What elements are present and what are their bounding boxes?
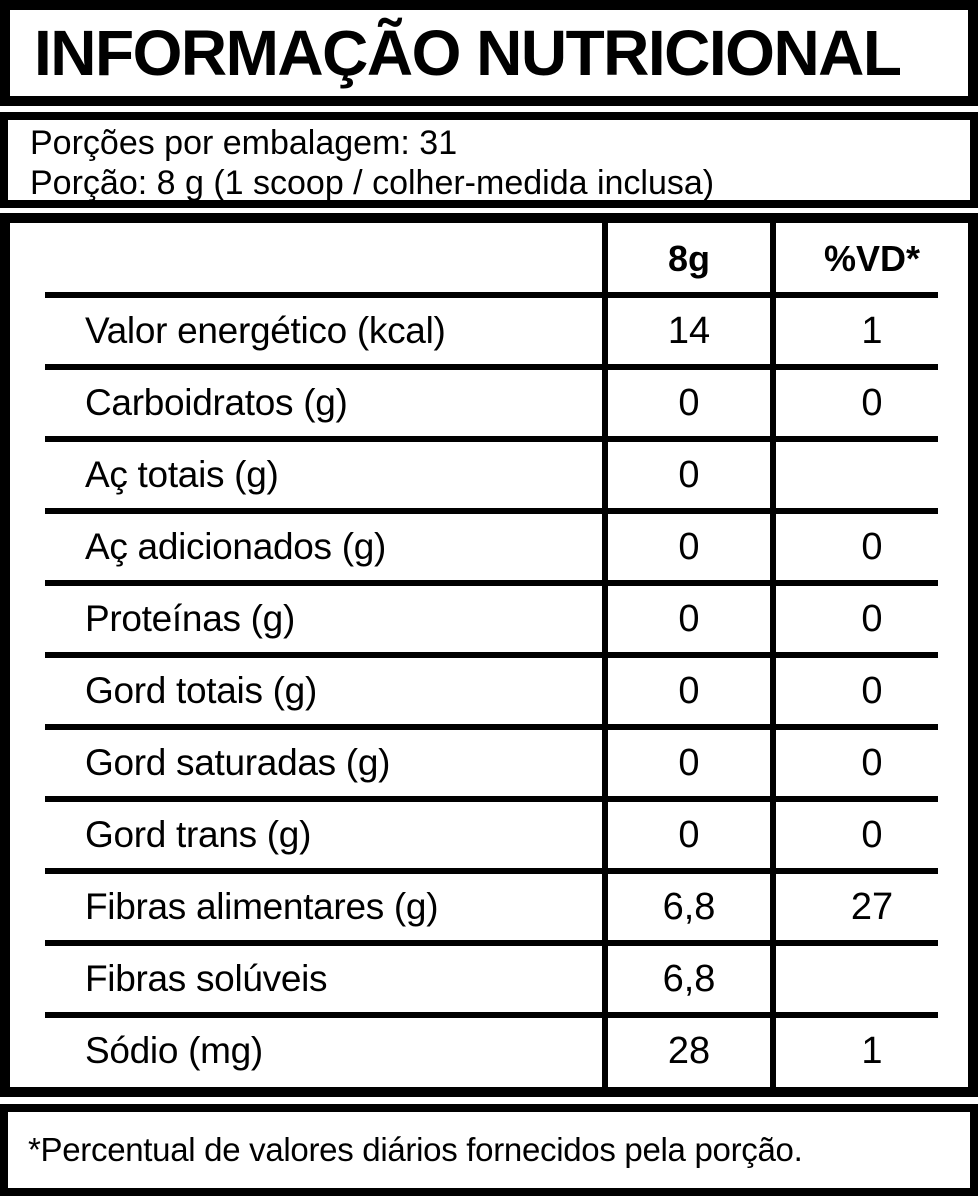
title-box: INFORMAÇÃO NUTRICIONAL xyxy=(0,0,978,106)
dv-value: 0 xyxy=(770,367,968,439)
header-amount-column: 8g xyxy=(602,223,770,295)
amount-value: 0 xyxy=(602,439,770,511)
amount-value: 0 xyxy=(602,367,770,439)
amount-value: 28 xyxy=(602,1015,770,1087)
table-row: Fibras alimentares (g) 6,8 27 xyxy=(10,871,968,946)
table-row: Aç totais (g) 0 xyxy=(10,439,968,514)
nutrient-name: Sódio (mg) xyxy=(85,1030,263,1071)
table-row: Carboidratos (g) 0 0 xyxy=(10,367,968,442)
servings-per-package-text: Porções por embalagem: 31 xyxy=(30,124,458,162)
nutrient-name: Aç adicionados (g) xyxy=(85,526,387,567)
dv-value: 0 xyxy=(770,727,968,799)
nutrient-name: Fibras alimentares (g) xyxy=(85,886,439,927)
amount-value: 0 xyxy=(602,511,770,583)
dv-value xyxy=(770,943,968,1015)
nutrient-name: Fibras solúveis xyxy=(85,958,328,999)
nutrient-name: Gord trans (g) xyxy=(85,814,312,855)
dv-value: 0 xyxy=(770,799,968,871)
nutrient-name: Proteínas (g) xyxy=(85,598,295,639)
nutrition-table: 8g %VD* Valor energético (kcal) 14 1 Car… xyxy=(10,223,968,1087)
dv-value xyxy=(770,439,968,511)
dv-value: 0 xyxy=(770,511,968,583)
table-row: Gord trans (g) 0 0 xyxy=(10,799,968,874)
table-row: Fibras solúveis 6,8 xyxy=(10,943,968,1018)
nutrient-name: Carboidratos (g) xyxy=(85,382,348,423)
nutrient-name: Gord totais (g) xyxy=(85,670,317,711)
dv-value: 0 xyxy=(770,583,968,655)
amount-value: 0 xyxy=(602,655,770,727)
footnote-box: *Percentual de valores diários fornecido… xyxy=(0,1104,978,1196)
nutrient-name: Valor energético (kcal) xyxy=(85,310,446,351)
table-row: Sódio (mg) 28 1 xyxy=(10,1015,968,1087)
amount-value: 0 xyxy=(602,583,770,655)
header-nutrient-column xyxy=(10,223,602,295)
footnote-text: *Percentual de valores diários fornecido… xyxy=(28,1131,803,1168)
dv-value: 1 xyxy=(770,1015,968,1087)
dv-value: 27 xyxy=(770,871,968,943)
dv-value: 1 xyxy=(770,295,968,367)
serving-size-text: Porção: 8 g (1 scoop / colher-medida inc… xyxy=(30,164,715,202)
table-row: Gord saturadas (g) 0 0 xyxy=(10,727,968,802)
table-row: Aç adicionados (g) 0 0 xyxy=(10,511,968,586)
amount-value: 0 xyxy=(602,727,770,799)
table-row: Gord totais (g) 0 0 xyxy=(10,655,968,730)
nutrient-name: Aç totais (g) xyxy=(85,454,279,495)
nutrition-table-box: 8g %VD* Valor energético (kcal) 14 1 Car… xyxy=(0,213,978,1097)
amount-value: 6,8 xyxy=(602,871,770,943)
dv-value: 0 xyxy=(770,655,968,727)
table-row: Proteínas (g) 0 0 xyxy=(10,583,968,658)
amount-value: 6,8 xyxy=(602,943,770,1015)
table-row: Valor energético (kcal) 14 1 xyxy=(10,295,968,370)
nutrient-name: Gord saturadas (g) xyxy=(85,742,391,783)
table-header-row: 8g %VD* xyxy=(10,223,968,298)
serving-info-box: Porções por embalagem: 31 Porção: 8 g (1… xyxy=(0,112,978,208)
amount-value: 14 xyxy=(602,295,770,367)
label-title: INFORMAÇÃO NUTRICIONAL xyxy=(34,17,902,89)
header-dv-column: %VD* xyxy=(770,223,968,295)
amount-value: 0 xyxy=(602,799,770,871)
